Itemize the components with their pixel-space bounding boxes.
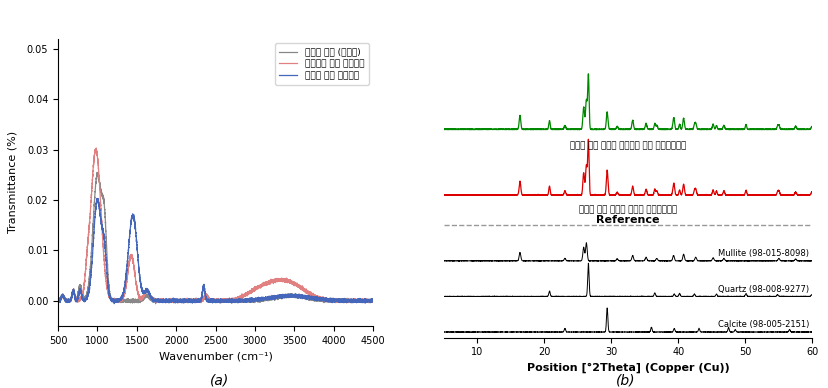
무시멘트 기반 인공골재: [368, 298, 378, 303]
중성자 차폐 인공골재: [115, 298, 125, 302]
Line: 무시멘트 기반 인공골재: 무시멘트 기반 인공골재: [58, 148, 373, 303]
무시멘트 기반 인공골재: [91, 146, 101, 151]
Text: Calcite (98-005-2151): Calcite (98-005-2151): [717, 320, 808, 329]
Text: 중성자 차폐 물질을 포함한 인공경량골재: 중성자 차폐 물질을 포함한 인공경량골재: [578, 206, 676, 215]
무시멘트 기반 인공골재: [351, 299, 361, 303]
Legend: 플라이 애시 (원재료), 무시멘트 기반 인공골재, 중성자 차폐 인공골재: 플라이 애시 (원재료), 무시멘트 기반 인공골재, 중성자 차폐 인공골재: [274, 43, 368, 85]
중성자 차폐 인공골재: [66, 296, 76, 300]
플라이 애시 (원재료): [53, 298, 63, 303]
무시멘트 기반 인공골재: [115, 298, 125, 302]
플라이 애시 (원재료): [115, 299, 125, 303]
X-axis label: Wavenumber (cm⁻¹): Wavenumber (cm⁻¹): [158, 351, 272, 361]
중성자 차폐 인공골재: [92, 196, 102, 201]
중성자 차폐 인공골재: [368, 297, 378, 301]
중성자 차폐 인공골재: [53, 298, 63, 302]
플라이 애시 (원재료): [66, 298, 76, 303]
무시멘트 기반 인공골재: [53, 297, 63, 302]
Text: Quartz (98-008-9277): Quartz (98-008-9277): [717, 285, 808, 294]
무시멘트 기반 인공골재: [207, 299, 217, 303]
Line: 중성자 차폐 인공골재: 중성자 차폐 인공골재: [58, 199, 373, 304]
플라이 애시 (원재료): [92, 170, 102, 175]
플라이 애시 (원재료): [55, 298, 65, 303]
플라이 애시 (원재료): [72, 297, 82, 301]
무시멘트 기반 인공골재: [172, 301, 182, 305]
중성자 차폐 인공골재: [55, 297, 65, 302]
플라이 애시 (원재료): [207, 300, 217, 304]
X-axis label: Position [°2Theta] (Copper (Cu)): Position [°2Theta] (Copper (Cu)): [526, 363, 729, 373]
Text: (a): (a): [209, 373, 229, 387]
Line: 플라이 애시 (원재료): 플라이 애시 (원재료): [58, 172, 373, 304]
중성자 차폐 인공골재: [72, 298, 82, 302]
무시멘트 기반 인공골재: [66, 298, 76, 302]
Text: (b): (b): [615, 373, 635, 387]
무시멘트 기반 인공골재: [55, 300, 65, 305]
플라이 애시 (원재료): [351, 300, 361, 305]
Text: Reference: Reference: [595, 215, 659, 225]
중성자 차폐 인공골재: [207, 298, 217, 303]
Y-axis label: Transmittance (%): Transmittance (%): [7, 131, 17, 234]
Text: Mullite (98-015-8098): Mullite (98-015-8098): [717, 249, 808, 258]
무시멘트 기반 인공골재: [72, 298, 82, 303]
플라이 애시 (원재료): [368, 298, 378, 303]
중성자 차폐 인공골재: [351, 299, 361, 303]
중성자 차폐 인공골재: [109, 301, 119, 306]
Text: 중성자 차폐 물질을 포함하지 않은 인공경량골재: 중성자 차폐 물질을 포함하지 않은 인공경량골재: [569, 142, 686, 151]
플라이 애시 (원재료): [151, 301, 161, 306]
